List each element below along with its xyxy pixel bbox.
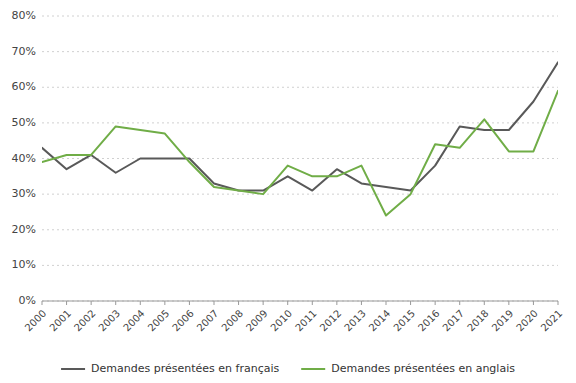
x-tick-label: 2001: [47, 308, 73, 334]
y-tick-label: 30%: [12, 187, 36, 200]
x-tick: [508, 301, 509, 305]
x-tick-label: 2007: [195, 308, 221, 334]
y-tick-label: 70%: [12, 45, 36, 58]
y-tick-label: 50%: [12, 116, 36, 129]
x-tick-label: 2012: [318, 308, 344, 334]
x-axis: 2000200120022003200420052006200720082009…: [23, 301, 565, 334]
x-tick: [140, 301, 141, 305]
x-tick-label: 2009: [244, 308, 270, 334]
x-tick: [189, 301, 190, 305]
x-tick-label: 2000: [23, 308, 49, 334]
x-tick-label: 2019: [490, 308, 516, 334]
x-tick: [459, 301, 460, 305]
x-tick: [91, 301, 92, 305]
x-tick-label: 2016: [416, 308, 442, 334]
legend-label: Demandes présentées en anglais: [331, 362, 515, 375]
x-tick: [410, 301, 411, 305]
x-tick: [386, 301, 387, 305]
y-tick-label: 10%: [12, 258, 36, 271]
x-tick-label: 2011: [293, 308, 319, 334]
x-tick-label: 2017: [440, 308, 466, 334]
x-tick-label: 2015: [391, 308, 417, 334]
y-tick-label: 0%: [19, 294, 36, 307]
grid-line: [42, 16, 558, 17]
y-tick-label: 20%: [12, 223, 36, 236]
x-tick-label: 2013: [342, 308, 368, 334]
x-tick-label: 2020: [514, 308, 540, 334]
x-tick: [312, 301, 313, 305]
grid-line: [42, 51, 558, 52]
x-tick-label: 2018: [465, 308, 491, 334]
x-tick: [361, 301, 362, 305]
x-tick-label: 2006: [170, 308, 196, 334]
grid-line: [42, 158, 558, 159]
x-tick: [164, 301, 165, 305]
grid-line: [42, 87, 558, 88]
legend-swatch: [61, 368, 85, 370]
x-tick: [214, 301, 215, 305]
x-tick-label: 2008: [219, 308, 245, 334]
y-axis: 0% 10% 20% 30% 40% 50% 60% 70% 80%: [12, 9, 558, 307]
grid-line: [42, 301, 558, 302]
plot-area: [42, 62, 558, 215]
x-tick: [533, 301, 534, 305]
x-tick: [263, 301, 264, 305]
x-axis-line: [42, 301, 558, 302]
grid-line: [42, 194, 558, 195]
grid-line: [42, 265, 558, 266]
x-tick-label: 2005: [146, 308, 172, 334]
legend-label: Demandes présentées en français: [91, 362, 279, 375]
x-tick: [336, 301, 337, 305]
x-tick: [558, 301, 559, 305]
legend-swatch: [301, 368, 325, 370]
x-tick-label: 2014: [367, 308, 393, 334]
x-tick: [66, 301, 67, 305]
x-tick: [115, 301, 116, 305]
series-line: [42, 91, 558, 216]
x-tick-label: 2002: [72, 308, 98, 334]
legend-item: Demandes présentées en anglais: [301, 362, 515, 375]
x-tick: [42, 301, 43, 305]
legend: Demandes présentées en français Demandes …: [61, 362, 515, 375]
x-tick: [484, 301, 485, 305]
y-tick-label: 80%: [12, 9, 36, 22]
chart: 0%10%20%30%40%50%60%70%80%20002001200220…: [0, 0, 576, 383]
x-tick-label: 2004: [121, 308, 147, 334]
x-tick-label: 2010: [268, 308, 294, 334]
x-tick: [238, 301, 239, 305]
x-tick-label: 2021: [539, 308, 565, 334]
y-tick-label: 40%: [12, 152, 36, 165]
x-tick: [287, 301, 288, 305]
grid-line: [42, 229, 558, 230]
legend-item: Demandes présentées en français: [61, 362, 279, 375]
x-tick-label: 2003: [96, 308, 122, 334]
y-tick-label: 60%: [12, 80, 36, 93]
x-tick: [435, 301, 436, 305]
